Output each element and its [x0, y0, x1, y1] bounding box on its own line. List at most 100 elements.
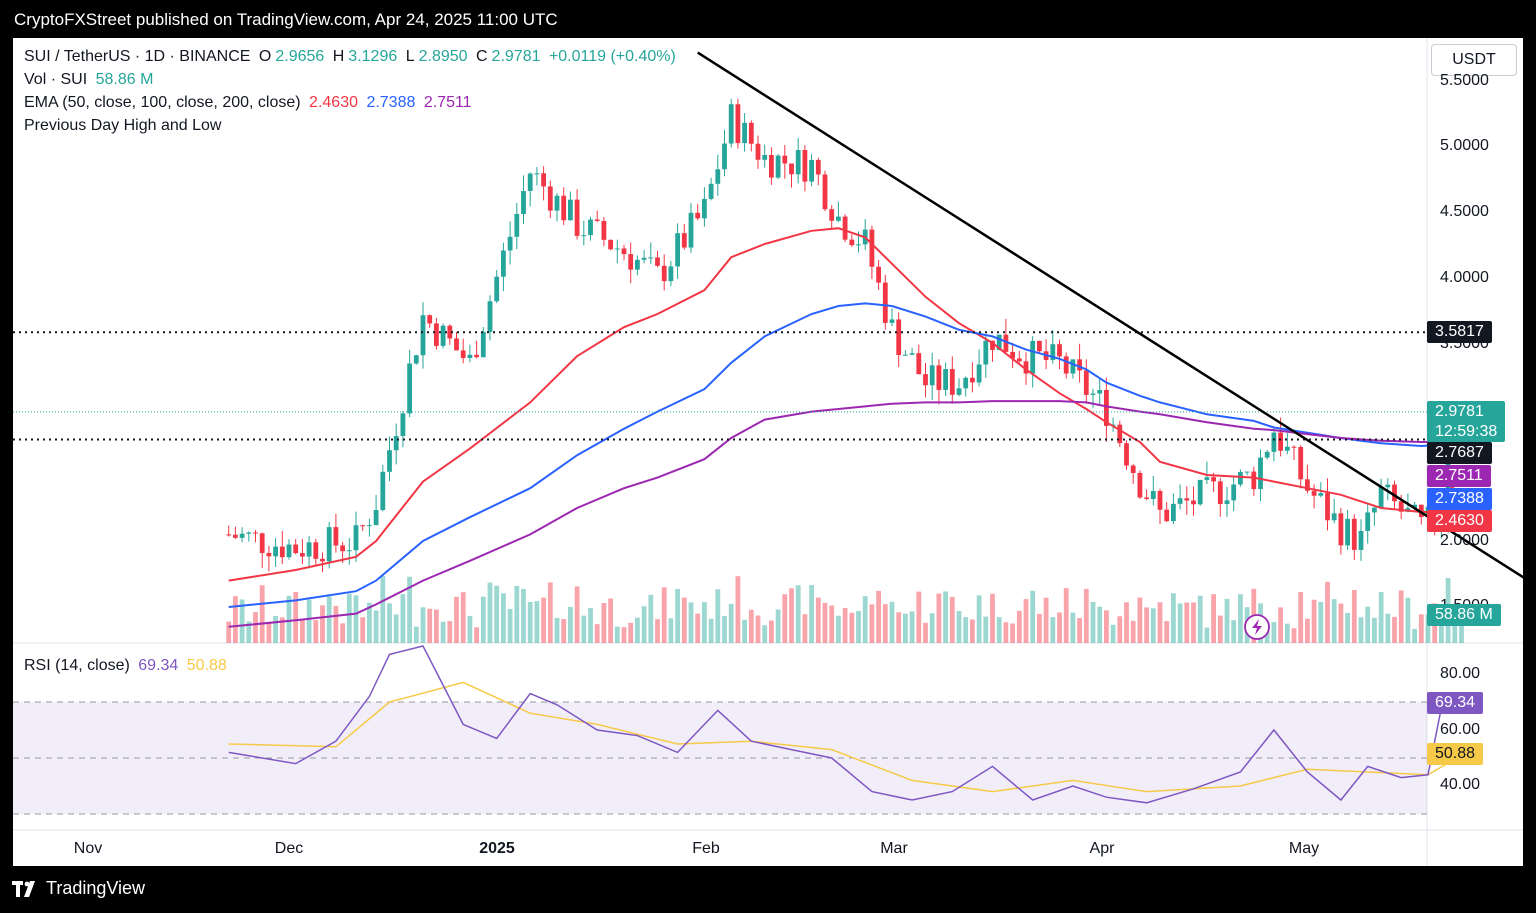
candle-body — [668, 266, 674, 282]
volume-bar — [239, 599, 245, 643]
volume-bar — [246, 621, 252, 643]
volume-bar — [1351, 589, 1357, 643]
candle-body — [1063, 356, 1069, 374]
symbol-name[interactable]: SUI / TetherUS · 1D · BINANCE — [24, 48, 251, 65]
candle-body — [1023, 361, 1029, 374]
volume-bar — [695, 613, 701, 643]
volume-bar — [547, 582, 553, 643]
candle-body — [1157, 491, 1163, 510]
candle-body — [1398, 501, 1404, 512]
volume-bar — [675, 588, 680, 643]
volume-bar — [454, 596, 459, 643]
candle-body — [849, 239, 855, 246]
volume-bar — [748, 609, 754, 643]
candle-body — [1264, 451, 1270, 458]
volume-bar — [1238, 594, 1243, 643]
volume-bar — [949, 596, 955, 643]
candle-body — [259, 533, 265, 553]
volume-bar — [802, 614, 808, 643]
candle-body — [1191, 500, 1196, 505]
candle-body — [608, 239, 613, 250]
volume-bar — [1311, 599, 1317, 643]
candle-body — [447, 325, 453, 339]
volume-bar — [293, 591, 299, 643]
pdhl-legend: Previous Day High and Low — [24, 117, 225, 135]
candle-body — [1325, 493, 1330, 521]
candle-body — [809, 159, 814, 182]
candle-body — [1204, 477, 1210, 480]
volume-bar — [970, 619, 975, 643]
candle-body — [1057, 344, 1062, 357]
candle-body — [514, 214, 520, 237]
volume-bar — [494, 585, 500, 643]
candle-body — [762, 155, 768, 160]
volume-bar — [554, 617, 560, 643]
candle-body — [1010, 351, 1015, 359]
volume-bar — [1439, 610, 1444, 643]
y-tick-label: 4.0000 — [1440, 269, 1489, 286]
volume-bar — [1016, 610, 1022, 643]
ema-legend: EMA (50, close, 100, close, 200, close) … — [24, 94, 476, 112]
candle-body — [568, 199, 573, 221]
volume-bar — [815, 597, 821, 643]
high-value: 3.1296 — [348, 48, 398, 65]
volume-bar — [681, 597, 687, 643]
candle-body — [815, 159, 821, 175]
volume-bar — [842, 607, 848, 643]
close-value: 2.9781 — [491, 48, 541, 65]
candle-body — [474, 354, 479, 358]
volume-bar — [635, 617, 640, 643]
candle-body — [614, 248, 620, 250]
candle-body — [1117, 424, 1123, 444]
rsi-label[interactable]: RSI (14, close) — [24, 657, 130, 674]
ema50-value: 2.4630 — [309, 94, 358, 111]
candle-body — [1171, 503, 1176, 522]
candle-body — [1177, 498, 1183, 504]
pdhl-label[interactable]: Previous Day High and Low — [24, 117, 222, 134]
candle-body — [755, 143, 761, 160]
low-label: L — [405, 48, 415, 65]
currency-button[interactable]: USDT — [1431, 44, 1517, 76]
volume-bar — [628, 622, 634, 643]
candle-body — [929, 365, 935, 386]
volume-bar — [1398, 590, 1404, 643]
candle-body — [581, 235, 587, 237]
volume-bar — [300, 620, 305, 643]
rsi-badge: 69.34 — [1427, 692, 1484, 714]
high-label: H — [332, 48, 345, 65]
candle-body — [1016, 358, 1022, 362]
candle-body — [1050, 344, 1056, 360]
candle-body — [1358, 530, 1364, 550]
volume-bar — [1164, 621, 1170, 643]
tradingview-logo[interactable]: TradingView — [12, 878, 145, 899]
candle-body — [413, 355, 419, 364]
rsi-legend: RSI (14, close) 69.34 50.88 — [24, 657, 231, 675]
volume-bar — [1284, 623, 1290, 643]
volume-bar — [1338, 603, 1344, 643]
candle-body — [400, 413, 406, 437]
volume-bar — [702, 602, 707, 643]
candle-body — [367, 525, 372, 527]
volume-label[interactable]: Vol · SUI — [24, 71, 88, 88]
candle-body — [970, 377, 975, 383]
volume-bar — [306, 599, 312, 643]
volume-bar — [909, 611, 915, 643]
candle-body — [561, 195, 567, 221]
close-label: C — [475, 48, 488, 65]
candle-body — [487, 301, 493, 332]
candle-body — [1251, 471, 1257, 490]
candle-body — [876, 266, 881, 283]
volume-bar — [1197, 595, 1203, 643]
ema100-badge: 2.7388 — [1427, 488, 1492, 510]
candle-body — [1331, 513, 1337, 521]
candle-body — [661, 265, 667, 282]
ema-label[interactable]: EMA (50, close, 100, close, 200, close) — [24, 94, 301, 111]
volume-bar — [561, 619, 567, 643]
rsi-value: 69.34 — [138, 657, 179, 674]
candle-body — [742, 122, 747, 144]
candle-body — [748, 122, 754, 144]
volume-bar — [474, 627, 479, 643]
volume-bar — [1325, 581, 1330, 643]
volume-bar — [1211, 594, 1216, 643]
